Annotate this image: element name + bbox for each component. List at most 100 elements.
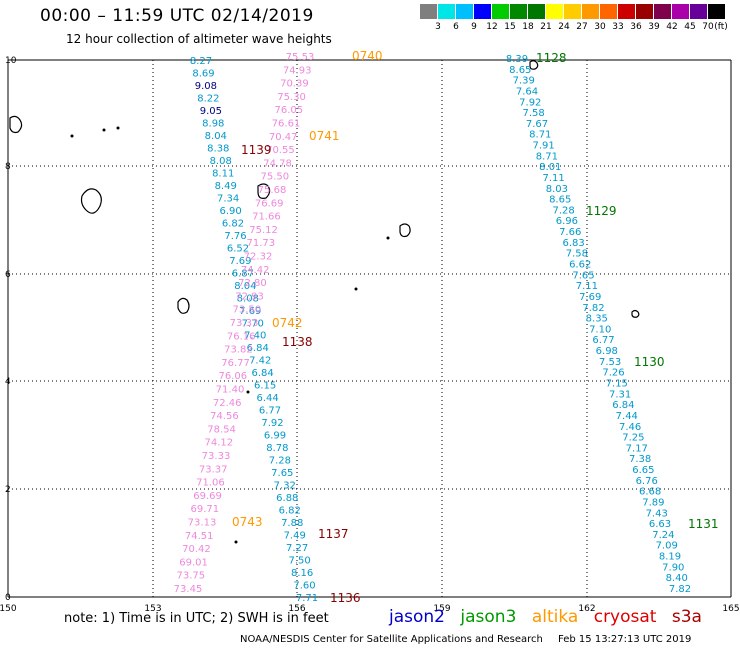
wave-height-label: 7.71 — [296, 593, 318, 604]
time-label: 1137 — [318, 527, 349, 541]
y-tick-label: 4 — [5, 377, 11, 387]
wave-height-label: 6.63 — [649, 519, 671, 530]
wave-height-label: 7.69 — [239, 306, 261, 317]
wave-height-label: 7.10 — [589, 324, 611, 335]
island-dot — [354, 287, 358, 291]
wave-height-label: 7.26 — [602, 368, 624, 379]
wave-height-label: 9.08 — [195, 81, 217, 92]
time-label: 0743 — [232, 515, 263, 529]
wave-height-label: 7.40 — [244, 331, 266, 342]
x-tick-label: 159 — [433, 604, 450, 614]
scale-label: 45 — [684, 22, 696, 32]
wave-height-label: 78.54 — [207, 424, 236, 435]
y-tick-label: 10 — [5, 56, 17, 66]
wave-height-label: 73.50 — [232, 305, 261, 316]
wave-height-label: 74.42 — [241, 265, 270, 276]
note-text: note: 1) Time is in UTC; 2) SWH is in fe… — [64, 611, 329, 626]
scale-swatch — [474, 4, 491, 19]
scale-swatch — [708, 4, 725, 19]
legend-s3a: s3a — [671, 607, 702, 627]
wave-height-label: 6.15 — [254, 381, 276, 392]
scale-swatch — [510, 4, 527, 19]
wave-height-label: 7.92 — [261, 418, 283, 429]
wave-height-label: 8.78 — [266, 443, 288, 454]
wave-height-label: 72.93 — [235, 291, 264, 302]
wave-height-label: 6.65 — [632, 465, 654, 476]
wave-height-label: 6.98 — [596, 346, 618, 357]
wave-height-label: 7.28 — [269, 456, 291, 467]
wave-height-label: 6.77 — [592, 335, 614, 346]
wave-height-label: 7.89 — [642, 498, 664, 509]
wave-height-label: 76.05 — [274, 105, 303, 116]
wave-height-label: 7.58 — [522, 108, 544, 119]
wave-height-label: 8.49 — [215, 181, 237, 192]
scale-label: 36 — [630, 22, 642, 32]
wave-height-label: 69.71 — [190, 504, 219, 515]
wave-height-label: 7.53 — [599, 357, 621, 368]
time-label: 1139 — [241, 143, 272, 157]
time-label: 0742 — [272, 316, 303, 330]
wave-height-label: 75.53 — [286, 52, 315, 63]
wave-height-label: 69.01 — [179, 557, 208, 568]
wave-height-label: 7.65 — [572, 270, 594, 281]
scale-swatch — [654, 4, 671, 19]
wave-height-label: 7.91 — [532, 141, 554, 152]
wave-height-label: 7.17 — [626, 443, 648, 454]
x-tick-label: 165 — [722, 604, 739, 614]
scale-swatch — [672, 4, 689, 19]
wave-height-label: 74.56 — [210, 411, 239, 422]
wave-height-label: 76.06 — [218, 371, 247, 382]
wave-height-label: 8.71 — [529, 130, 551, 141]
scale-swatch — [420, 4, 437, 19]
wave-height-label: 7.92 — [519, 97, 541, 108]
footer-timestamp: Feb 15 13:27:13 UTC 2019 — [558, 634, 692, 645]
wave-height-label: 73.45 — [174, 584, 203, 595]
x-tick-label: 156 — [288, 604, 305, 614]
wave-height-label: 7.32 — [274, 481, 296, 492]
wave-height-label: 8.08 — [237, 293, 259, 304]
wave-height-label: 8.27 — [190, 56, 212, 67]
scale-swatch — [528, 4, 545, 19]
wave-height-label: 7.90 — [662, 562, 684, 573]
legend-altika: altika — [531, 607, 579, 627]
wave-height-label: 8.71 — [536, 151, 558, 162]
wave-height-label: 7.64 — [516, 86, 538, 97]
y-tick-label: 8 — [5, 162, 11, 172]
wave-height-label: 8.11 — [212, 168, 234, 179]
island-outlines — [9, 60, 640, 544]
wave-height-label: 7.58 — [566, 249, 588, 260]
wave-height-label: 7.39 — [513, 76, 535, 87]
legend-jason3: jason3 — [460, 607, 517, 627]
wave-height-label: 7.25 — [622, 433, 644, 444]
wave-height-label: 8.04 — [234, 281, 256, 292]
scale-swatch — [564, 4, 581, 19]
wave-height-label: 74.12 — [204, 438, 233, 449]
island-outline — [631, 309, 640, 318]
time-label: 1128 — [536, 51, 567, 65]
scale-label: 12 — [486, 22, 498, 32]
wave-height-label: 73.13 — [188, 518, 217, 529]
wave-height-label: 7.69 — [229, 256, 251, 267]
wave-height-label: 76.16 — [227, 331, 256, 342]
scale-swatch — [582, 4, 599, 19]
wave-height-label: 7.09 — [656, 541, 678, 552]
island-outline — [80, 188, 102, 214]
wave-height-label: 73.33 — [202, 451, 231, 462]
wave-height-label: 7.76 — [224, 231, 246, 242]
wave-height-label: 69.69 — [193, 491, 222, 502]
wave-height-label: 7.50 — [288, 556, 310, 567]
scale-swatch — [546, 4, 563, 19]
satellite-legend: jason2 jason3 altika cryosat s3a — [389, 607, 712, 627]
wave-height-label: 9.05 — [200, 106, 222, 117]
map-subtitle: 12 hour collection of altimeter wave hei… — [66, 32, 332, 46]
axis-tick-labels: 150 153 156 159 162 165 10 8 6 4 2 0 — [0, 56, 740, 614]
wave-height-label: 6.82 — [222, 218, 244, 229]
island-outline — [399, 223, 411, 238]
wave-height-label: 8.35 — [586, 314, 608, 325]
wave-height-label: 76.61 — [272, 119, 301, 130]
island-dot — [70, 134, 74, 138]
wave-height-tracks: 8.278.699.088.229.058.988.048.388.088.11… — [174, 52, 691, 604]
scale-unit: (ft) — [714, 22, 728, 32]
wave-height-label: 8.22 — [197, 94, 219, 105]
scale-label: 70 — [702, 22, 714, 32]
